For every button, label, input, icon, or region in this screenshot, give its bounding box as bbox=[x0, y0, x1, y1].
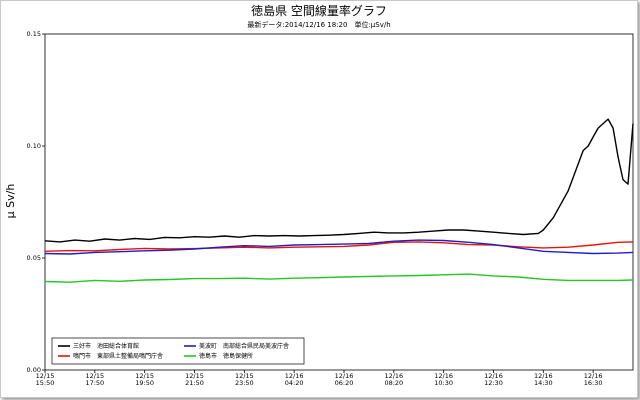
x-tick-date: 12/16 bbox=[285, 372, 304, 380]
y-tick-labels: 0.00 0.05 0.10 0.15 bbox=[27, 30, 41, 374]
series-lines bbox=[44, 118, 634, 283]
x-tick-date: 12/15 bbox=[185, 372, 204, 380]
x-tick-time: 15:50 bbox=[36, 379, 55, 387]
x-tick-date: 12/15 bbox=[36, 372, 55, 380]
legend-label-3: 美波町 南部総合県民局美波庁舎 bbox=[199, 342, 289, 350]
x-tick-time: 17:50 bbox=[85, 379, 104, 387]
x-tick-date: 12/16 bbox=[434, 372, 453, 380]
series-line-3 bbox=[44, 239, 634, 255]
legend-box bbox=[51, 337, 305, 365]
x-tick-date: 12/15 bbox=[235, 372, 254, 380]
x-tick-time: 23:50 bbox=[235, 379, 254, 387]
x-tick-time: 14:30 bbox=[534, 379, 553, 387]
x-tick-date: 12/15 bbox=[85, 372, 104, 380]
x-tick-date: 12/16 bbox=[484, 372, 503, 380]
x-tick-date: 12/16 bbox=[584, 372, 603, 380]
x-tick-time: 12:30 bbox=[484, 379, 503, 387]
legend-label-2: 鳴門市 東部県土整備局鳴門庁舎 bbox=[73, 352, 163, 360]
y-tick-label: 0.15 bbox=[27, 30, 41, 38]
x-tick-labels: 12/1515:5012/1517:5012/1519:5012/1521:50… bbox=[36, 372, 603, 387]
x-tick-date: 12/16 bbox=[384, 372, 403, 380]
series-line-1 bbox=[44, 118, 634, 243]
y-tick-label: 0.00 bbox=[27, 366, 41, 374]
x-tick-time: 21:50 bbox=[185, 379, 204, 387]
x-tick-time: 10:30 bbox=[434, 379, 453, 387]
chart-title: 徳島県 空間線量率グラフ bbox=[251, 3, 387, 18]
x-tick-time: 04:20 bbox=[285, 379, 304, 387]
chart-subtitle: 最新データ:2014/12/16 18:20 単位:μSv/h bbox=[247, 20, 390, 29]
x-tick-time: 08:20 bbox=[384, 379, 403, 387]
legend-label-1: 三好市 池田総合体育館 bbox=[73, 342, 139, 350]
y-axis-label: μ Sv/h bbox=[4, 184, 17, 219]
x-tick-date: 12/16 bbox=[335, 372, 354, 380]
x-tick-date: 12/15 bbox=[135, 372, 154, 380]
x-tick-time: 16:30 bbox=[584, 379, 603, 387]
series-line-2 bbox=[44, 241, 634, 252]
axes bbox=[42, 33, 634, 373]
y-tick-label: 0.05 bbox=[27, 254, 41, 262]
legend-label-4: 徳島市 徳島保健所 bbox=[199, 352, 253, 360]
plot-area bbox=[44, 33, 634, 371]
y-tick-label: 0.10 bbox=[27, 142, 41, 150]
x-tick-date: 12/16 bbox=[534, 372, 553, 380]
x-tick-time: 06:20 bbox=[335, 379, 354, 387]
series-line-4 bbox=[44, 273, 634, 283]
x-tick-time: 19:50 bbox=[135, 379, 154, 387]
